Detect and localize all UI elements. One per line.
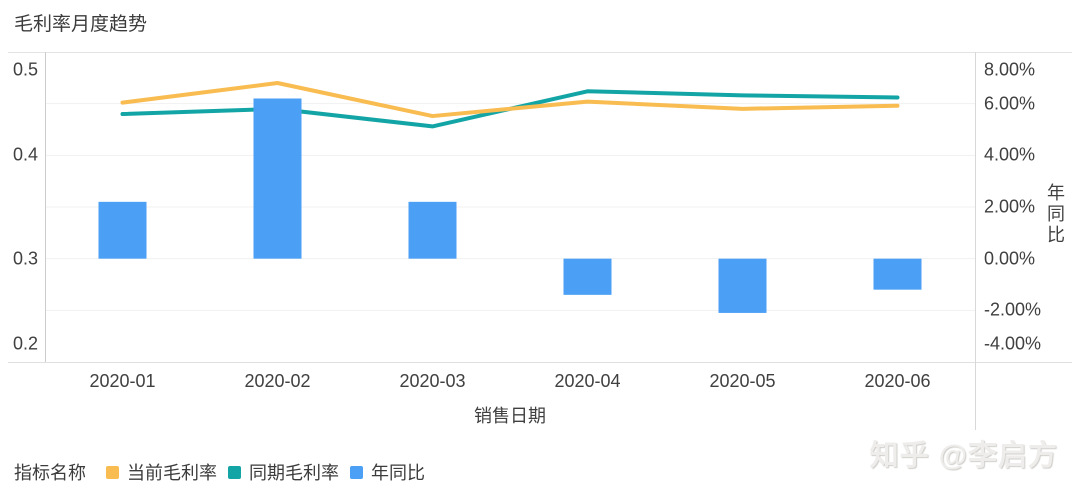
- legend-swatch-icon: [350, 465, 363, 479]
- bar-2020-02[interactable]: [253, 98, 302, 259]
- axis-tick-label: 0.3: [12, 248, 38, 269]
- plot-border-bottom: [8, 362, 1072, 363]
- watermark: 知乎 @李启方: [869, 440, 1058, 472]
- x-axis-label-2020-03: 2020-03: [399, 371, 466, 391]
- x-axis-label-2020-02: 2020-02: [244, 371, 311, 391]
- chart-title: 毛利率月度趋势: [14, 14, 148, 35]
- legend-item-label: 同期毛利率: [249, 463, 339, 483]
- axis-tick-label: 0.4: [12, 144, 38, 165]
- legend: 指标名称 当前毛利率 同期毛利率 年同比: [14, 459, 436, 485]
- x-axis-label-2020-05: 2020-05: [709, 371, 776, 391]
- axis-tick-label: 4.00%: [984, 144, 1036, 165]
- legend-item-当前毛利率[interactable]: 当前毛利率: [106, 459, 217, 485]
- bar-2020-03[interactable]: [408, 201, 457, 259]
- legend-items: 当前毛利率 同期毛利率 年同比: [106, 459, 436, 485]
- axis-tick-label: 8.00%: [984, 59, 1036, 80]
- x-axis-title: 销售日期: [474, 406, 546, 426]
- legend-swatch-icon: [106, 465, 119, 479]
- axis-tick-label: 0.5: [12, 59, 38, 80]
- x-axis-label-2020-04: 2020-04: [554, 371, 621, 391]
- bar-2020-05[interactable]: [718, 258, 767, 313]
- legend-item-label: 当前毛利率: [127, 463, 217, 483]
- left-axis-line: [45, 52, 46, 362]
- bar-2020-04[interactable]: [563, 258, 612, 295]
- bar-2020-01[interactable]: [98, 201, 147, 259]
- axis-tick-label: 2.00%: [984, 196, 1036, 217]
- axis-tick-label: 6.00%: [984, 93, 1036, 114]
- axis-tick-label: 0.2: [12, 333, 38, 354]
- x-axis-label-2020-01: 2020-01: [89, 371, 156, 391]
- x-axis-label-2020-06: 2020-06: [864, 371, 931, 391]
- axis-tick-label: 0.00%: [984, 248, 1036, 269]
- axis-tick-label: -2.00%: [984, 299, 1042, 320]
- legend-title: 指标名称: [14, 463, 86, 483]
- legend-swatch-icon: [228, 465, 241, 479]
- legend-item-label: 年同比: [371, 463, 425, 483]
- line-当前毛利率[interactable]: [120, 81, 900, 119]
- right-axis-title: 年同比: [1045, 183, 1065, 246]
- legend-item-年同比[interactable]: 年同比: [350, 459, 425, 485]
- plot-border-top: [8, 52, 1072, 53]
- legend-item-同期毛利率[interactable]: 同期毛利率: [228, 459, 339, 485]
- bar-2020-06[interactable]: [873, 258, 922, 290]
- right-axis-line: [975, 52, 976, 430]
- axis-tick-label: -4.00%: [984, 333, 1042, 354]
